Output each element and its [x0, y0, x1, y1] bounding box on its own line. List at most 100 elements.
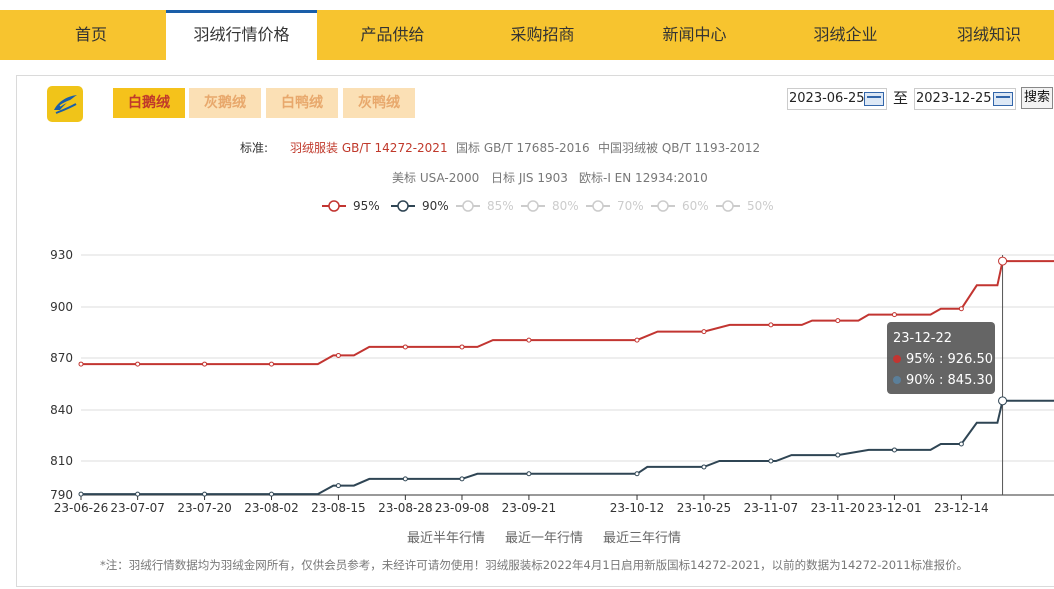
data-point	[526, 337, 532, 343]
data-point	[835, 452, 841, 458]
data-point	[135, 361, 141, 367]
legend-marker-icon	[328, 200, 340, 212]
legend-label[interactable]: 70%	[617, 199, 644, 213]
x-tick-label: 23-09-08	[435, 501, 489, 515]
search-button[interactable]: 搜索	[1021, 87, 1053, 109]
data-point	[402, 476, 408, 482]
legend-marker-icon	[592, 200, 604, 212]
legend-label[interactable]: 85%	[487, 199, 514, 213]
nav-home[interactable]: 首页	[74, 25, 107, 44]
y-tick-label: 930	[50, 248, 73, 262]
series-dot-icon	[893, 355, 901, 363]
standard-qbt-1193[interactable]: 中国羽绒被 QB/T 1193-2012	[598, 141, 761, 155]
data-point	[891, 312, 897, 318]
start-date-field[interactable]: 2023-06-25	[787, 88, 887, 110]
legend-marker-icon	[722, 200, 734, 212]
y-tick-label: 790	[50, 488, 73, 502]
nav-news[interactable]: 新闻中心	[662, 25, 727, 44]
legend-label[interactable]: 60%	[682, 199, 709, 213]
data-point	[459, 344, 465, 350]
data-point	[459, 476, 465, 482]
data-point	[768, 322, 774, 328]
end-date-field[interactable]: 2023-12-25	[914, 88, 1016, 110]
tooltip-value-90: 90% : 845.30	[906, 373, 994, 388]
top-nav: 首页 羽绒行情价格 产品供给 采购招商 新闻中心 羽绒企业 羽绒知识	[0, 10, 1054, 60]
period-half-year[interactable]: 最近半年行情	[407, 531, 486, 546]
data-point	[998, 256, 1008, 266]
data-point	[701, 464, 707, 470]
tooltip-date: 23-12-22	[893, 331, 953, 346]
period-three-years[interactable]: 最近三年行情	[603, 531, 682, 546]
tab-white-goose-down[interactable]: 白鹅绒	[113, 88, 185, 118]
data-point	[768, 458, 774, 464]
footnote: *注：羽绒行情数据均为羽绒金网所有，仅供会员参考，未经许可请勿使用！羽绒服装标2…	[100, 558, 969, 572]
standard-gbt-17685[interactable]: 国标 GB/T 17685-2016	[456, 141, 590, 155]
start-date-value: 2023-06-25	[789, 91, 865, 106]
y-tick-label: 870	[50, 351, 73, 365]
legend-label[interactable]: 90%	[422, 199, 449, 213]
date-separator: 至	[893, 89, 909, 107]
legend-label[interactable]: 80%	[552, 199, 579, 213]
x-tick-label: 23-10-12	[610, 501, 664, 515]
tab-white-duck-down[interactable]: 白鸭绒	[266, 88, 338, 118]
y-tick-label: 810	[50, 454, 73, 468]
standard-gbt-14272[interactable]: 羽绒服装 GB/T 14272-2021	[290, 141, 448, 155]
data-point	[998, 396, 1008, 406]
legend-label[interactable]: 95%	[353, 199, 380, 213]
data-point	[268, 361, 274, 367]
data-point	[78, 361, 84, 367]
standards-label: 标准:	[240, 141, 269, 155]
x-tick-label: 23-10-25	[677, 501, 731, 515]
tooltip-row-95: 95% : 926.50	[893, 349, 993, 370]
nav-companies[interactable]: 羽绒企业	[813, 25, 878, 44]
data-point	[268, 491, 274, 497]
nav-product-supply[interactable]: 产品供给	[360, 25, 425, 44]
data-point	[135, 491, 141, 497]
data-point	[402, 344, 408, 350]
series-line-95%	[81, 260, 1054, 366]
data-point	[634, 337, 640, 343]
period-one-year[interactable]: 最近一年行情	[505, 531, 584, 546]
x-tick-label: 23-09-21	[502, 501, 556, 515]
data-point	[335, 483, 341, 489]
x-tick-label: 23-08-02	[244, 501, 298, 515]
data-point	[701, 329, 707, 335]
data-point	[335, 352, 341, 358]
tab-grey-duck-down[interactable]: 灰鸭绒	[343, 88, 415, 118]
tab-grey-goose-down[interactable]: 灰鹅绒	[189, 88, 261, 118]
series-dot-icon	[893, 376, 901, 384]
legend-marker-icon	[397, 200, 409, 212]
x-tick-label: 23-11-20	[811, 501, 865, 515]
site-logo	[47, 86, 83, 122]
legend-label[interactable]: 50%	[747, 199, 774, 213]
chart-tooltip: 23-12-22 95% : 926.50 90% : 845.30	[887, 322, 995, 394]
data-point	[634, 471, 640, 477]
data-point	[202, 491, 208, 497]
y-tick-label: 900	[50, 300, 73, 314]
x-tick-label: 23-12-14	[934, 501, 988, 515]
calendar-icon[interactable]	[864, 92, 884, 106]
x-tick-label: 23-06-26	[54, 501, 108, 515]
nav-down-prices[interactable]: 羽绒行情价格	[166, 10, 317, 60]
nav-procurement[interactable]: 采购招商	[510, 25, 575, 44]
tooltip-value-95: 95% : 926.50	[906, 352, 994, 367]
x-tick-label: 23-08-15	[311, 501, 365, 515]
data-point	[958, 306, 964, 312]
tooltip-row-90: 90% : 845.30	[893, 370, 993, 391]
standard-en-12934[interactable]: 欧标-I EN 12934:2010	[579, 171, 708, 185]
x-tick-label: 23-07-20	[177, 501, 231, 515]
calendar-icon[interactable]	[993, 92, 1013, 106]
feather-logo-icon	[54, 95, 77, 114]
price-panel	[16, 75, 1054, 587]
y-tick-label: 840	[50, 403, 73, 417]
standard-usa-2000[interactable]: 美标 USA-2000	[392, 171, 480, 185]
data-point	[202, 361, 208, 367]
x-tick-label: 23-07-07	[110, 501, 164, 515]
standard-jis-1903[interactable]: 日标 JIS 1903	[491, 171, 568, 185]
x-tick-label: 23-12-01	[867, 501, 921, 515]
legend-marker-icon	[527, 200, 539, 212]
data-point	[526, 471, 532, 477]
series-line-90%	[81, 399, 1054, 496]
nav-knowledge[interactable]: 羽绒知识	[956, 25, 1021, 44]
